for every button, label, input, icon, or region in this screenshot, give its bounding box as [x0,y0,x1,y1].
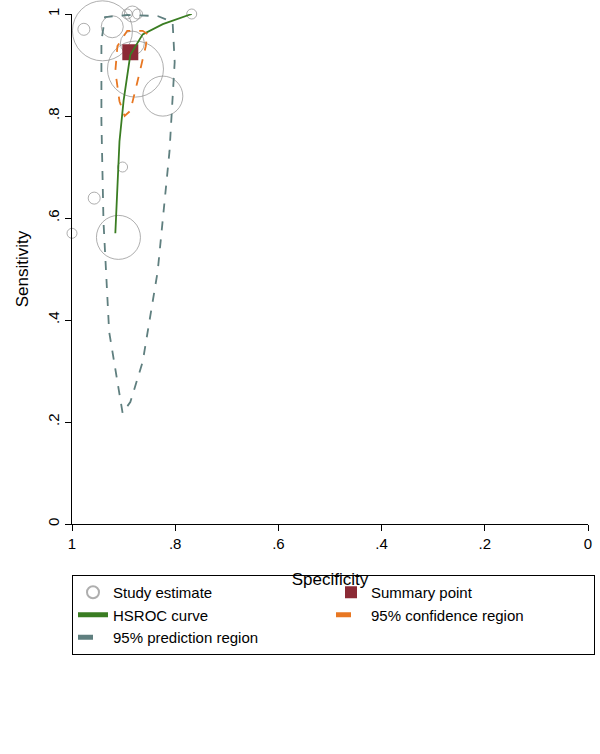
svg-text:.8: .8 [169,535,182,552]
svg-text:Study estimate: Study estimate [113,584,212,601]
svg-text:95% prediction region: 95% prediction region [113,629,258,646]
svg-text:.4: .4 [45,311,62,324]
svg-text:95% confidence region: 95% confidence region [371,607,524,624]
svg-text:.6: .6 [272,535,285,552]
svg-text:HSROC curve: HSROC curve [113,607,208,624]
svg-text:.2: .2 [479,535,492,552]
svg-text:1: 1 [68,535,76,552]
svg-text:.6: .6 [45,209,62,222]
svg-text:Summary point: Summary point [371,584,473,601]
svg-text:0: 0 [584,535,592,552]
svg-text:Sensitivity: Sensitivity [13,230,32,307]
svg-text:0: 0 [45,518,62,526]
svg-text:.4: .4 [375,535,388,552]
svg-text:.8: .8 [45,107,62,120]
svg-text:Specificity: Specificity [292,570,369,589]
svg-text:1: 1 [45,8,62,16]
svg-text:.2: .2 [45,413,62,426]
